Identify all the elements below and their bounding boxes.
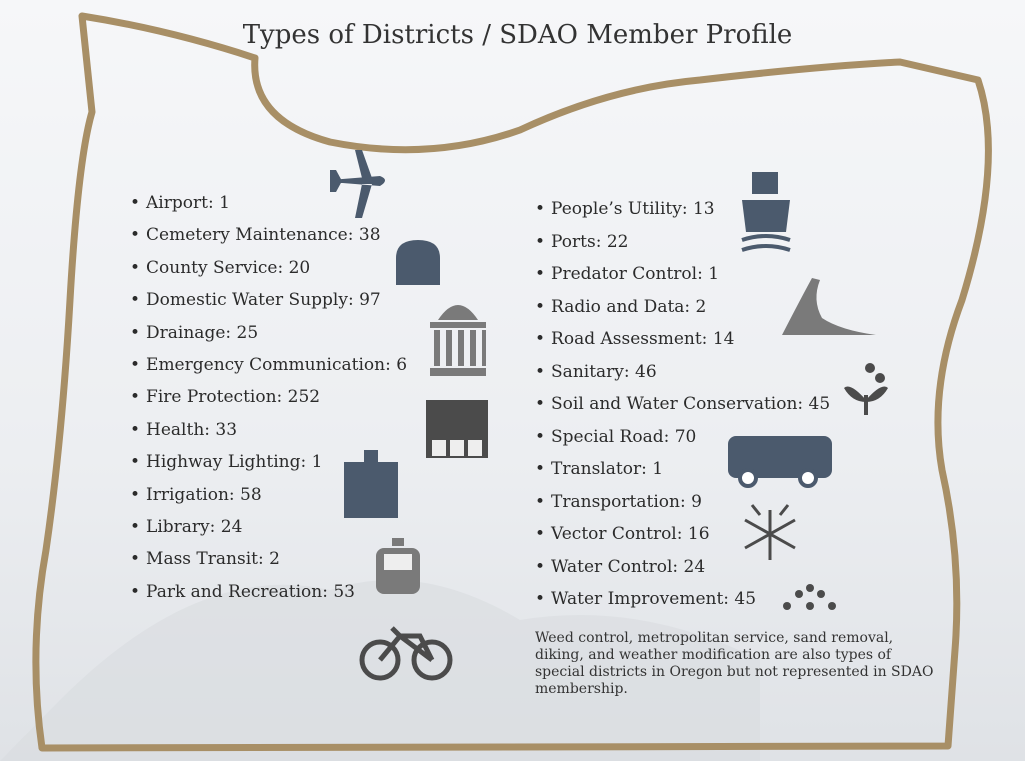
list-item: Fire Protection: 252: [130, 387, 320, 407]
bicycle-icon: [359, 626, 453, 681]
drops-icon: [783, 584, 836, 610]
hospital-icon: [344, 450, 398, 518]
title: Types of Districts / SDAO Member Profile: [242, 20, 793, 50]
list-item: Soil and Water Conservation: 45: [535, 394, 830, 414]
list-item: Airport: 1: [130, 193, 230, 213]
list-item: Park and Recreation: 53: [130, 582, 355, 602]
ship-icon: [741, 172, 791, 252]
list-item: Emergency Communication: 6: [130, 355, 407, 375]
list-item: Vector Control: 16: [535, 524, 709, 544]
list-item: Ports: 22: [535, 232, 628, 252]
list-item: Drainage: 25: [130, 323, 258, 343]
list-item: People’s Utility: 13: [535, 199, 715, 219]
list-item: Sanitary: 46: [535, 362, 657, 382]
list-item: Domestic Water Supply: 97: [130, 290, 381, 310]
list-item: Health: 33: [130, 420, 237, 440]
icons: [330, 150, 888, 681]
headstone-icon: [396, 240, 440, 285]
list-item: Water Control: 24: [535, 557, 705, 577]
plant-icon: [844, 363, 888, 415]
list-item: Predator Control: 1: [535, 264, 719, 284]
train-icon: [376, 538, 420, 594]
airplane-icon: [330, 150, 385, 218]
firehouse-icon: [426, 400, 488, 458]
list-item: County Service: 20: [130, 258, 310, 278]
list-item: Library: 24: [130, 517, 242, 537]
note: Weed control, metropolitan service, sand…: [535, 630, 934, 697]
list-item: Highway Lighting: 1: [130, 452, 322, 472]
list-item: Transportation: 9: [535, 492, 702, 512]
list-item: Water Improvement: 45: [535, 589, 756, 609]
bus-icon: [728, 436, 832, 488]
list-item: Mass Transit: 2: [130, 549, 280, 569]
mountain: [0, 580, 760, 761]
list-item: Radio and Data: 2: [535, 297, 706, 317]
capitol-icon: [430, 305, 486, 376]
list-item: Translator: 1: [535, 459, 663, 479]
list-item: Road Assessment: 14: [535, 329, 734, 349]
road-icon: [782, 278, 876, 335]
mosquito-icon: [744, 504, 796, 560]
oregon-outline: [32, 12, 992, 752]
list-item: Cemetery Maintenance: 38: [130, 225, 380, 245]
list-item: Special Road: 70: [535, 427, 696, 447]
list-item: Irrigation: 58: [130, 485, 262, 505]
